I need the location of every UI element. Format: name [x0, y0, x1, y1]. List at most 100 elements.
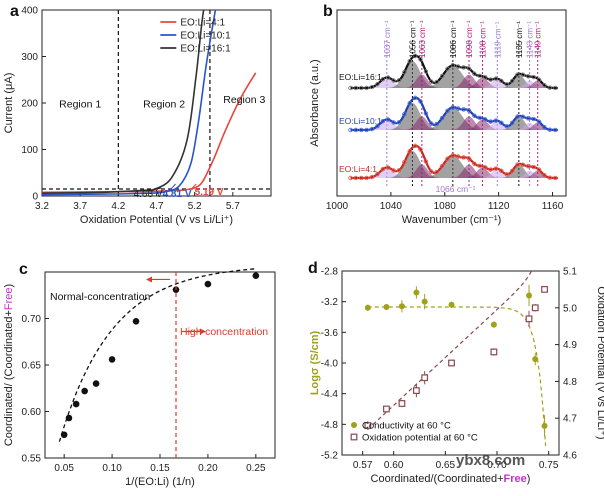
spectrum-marker	[385, 165, 391, 170]
y-tick-label-right-d: 4.7	[563, 414, 577, 425]
data-point-oxidation	[364, 422, 372, 429]
y-tick-label-right-d: 4.9	[563, 340, 577, 351]
spectrum-marker	[488, 167, 493, 172]
data-point-conductivity	[448, 301, 455, 308]
spectrum-marker	[348, 85, 353, 91]
data-point-c	[252, 272, 260, 280]
fit-component	[385, 61, 440, 88]
region-label: Region 2	[143, 99, 185, 111]
peak-label: 1108 cm⁻¹	[478, 21, 487, 58]
spectrum-marker	[380, 77, 385, 82]
data-point-oxidation	[531, 304, 539, 312]
x-axis-label-c: 1/(EO:Li) (1/n)	[125, 476, 195, 488]
spectrum-marker	[429, 169, 434, 174]
x-tick-label-d: 0.65	[436, 460, 456, 471]
fit-component	[520, 170, 555, 178]
fit-component	[419, 155, 487, 178]
y-tick-label-right-d: 5.1	[563, 267, 577, 278]
spectrum-marker	[526, 74, 531, 79]
fit-component	[498, 116, 540, 130]
spectrum-marker	[391, 168, 396, 173]
y-tick-label-right-d: 5.0	[563, 303, 577, 314]
spectrum-marker	[488, 77, 493, 82]
spectrum-marker	[391, 78, 396, 83]
plot-area-d	[367, 271, 547, 447]
y-axis-label-left-d: Logσ (S/cm)	[309, 330, 321, 395]
y-tick-label-left-d: -3.6	[321, 328, 339, 339]
spectrum-marker	[439, 115, 445, 121]
series-line-EO:Li=4:1	[42, 72, 257, 194]
annotation-arrow	[191, 183, 197, 189]
peak-label: 1149 cm⁻¹	[534, 21, 543, 58]
data-point-c	[108, 356, 116, 363]
spectrum-marker	[493, 166, 499, 171]
region-label-c: Normal-concentration	[50, 291, 151, 303]
spectrum-marker	[391, 120, 396, 125]
fit-component	[477, 121, 518, 130]
spectrum-marker	[504, 82, 509, 87]
y-tick-label-left-d: -4.4	[321, 389, 339, 400]
x-tick-label-b: 1120	[488, 201, 510, 212]
data-point-c	[132, 317, 140, 325]
peak-label: 1056 cm⁻¹	[408, 20, 417, 58]
peak-label: 1063 cm⁻¹	[418, 20, 427, 58]
fit-component	[462, 167, 503, 178]
panel-c: 0.05 0.10 0.15 0.20 0.25 0.55 0.60 0.65 0.70 1/(E…	[3, 261, 276, 488]
series-label-b: EO:Li=10:1	[339, 116, 382, 126]
data-point-c	[72, 400, 80, 408]
x-tick-label-c: 0.10	[102, 463, 122, 474]
onset-label: 4.81 V	[163, 189, 192, 200]
spectrum-marker	[369, 126, 375, 132]
region-label: Region 1	[59, 99, 101, 111]
data-point-conductivity	[364, 304, 371, 311]
fit-component	[462, 77, 503, 88]
x-label-part: Coordinated/(Coordinated+	[371, 473, 504, 485]
x-tick-label-c: 0.05	[54, 463, 74, 474]
spectrum-marker	[364, 175, 369, 181]
fit-component	[363, 167, 411, 178]
spectrum-marker	[553, 127, 558, 133]
data-point-oxidation	[398, 400, 406, 407]
spectrum-marker	[423, 69, 429, 74]
spectrum-EO:Li=4:1	[350, 144, 558, 180]
fit-component	[498, 74, 540, 88]
spectrum-marker	[402, 159, 407, 165]
spectrum-marker	[482, 117, 488, 122]
y-tick-label-a: 0	[32, 192, 38, 203]
fit-component	[477, 79, 518, 88]
legend-entry: Conductivity at 60 °C	[362, 421, 451, 432]
spectrum-marker	[434, 169, 439, 175]
spectrum-marker	[466, 156, 472, 161]
plot-frame-b	[336, 9, 567, 197]
spectrum-marker	[434, 121, 439, 127]
y-tick-label-left-d: -4.0	[321, 359, 339, 370]
series-label-b: EO:Li=16:1	[339, 72, 382, 82]
spectrum-marker	[412, 95, 418, 101]
x-label-part: )	[527, 473, 531, 485]
annotation-arrow	[150, 187, 162, 192]
fit-component	[401, 116, 443, 130]
data-point-c	[204, 280, 212, 288]
y-tick-label-c: 0.65	[22, 361, 42, 372]
spectrum-marker	[348, 175, 353, 181]
fit-component	[512, 122, 547, 130]
legend-entry: Oxidation potential at 60 °C	[362, 433, 478, 444]
fit-component	[520, 122, 555, 130]
onset-label: 5.19 V	[195, 187, 224, 198]
data-point-oxidation	[413, 387, 420, 394]
x-tick-label-b: 1040	[380, 201, 403, 212]
fit-component	[448, 74, 490, 88]
fit-component	[448, 116, 490, 130]
spectrum-EO:Li=10:1	[350, 96, 558, 132]
spectrum-marker	[520, 114, 526, 119]
spectrum-marker	[445, 156, 450, 162]
region-label: Region 3	[223, 94, 265, 106]
spectrum-marker	[423, 111, 429, 116]
spectrum-marker	[547, 175, 553, 180]
spectrum-marker	[493, 118, 499, 123]
fit-component	[462, 119, 503, 130]
y-tick-label-c: 0.60	[22, 407, 42, 418]
peak-label: 1098 cm⁻¹	[465, 20, 474, 58]
spectrum-marker	[536, 119, 542, 124]
